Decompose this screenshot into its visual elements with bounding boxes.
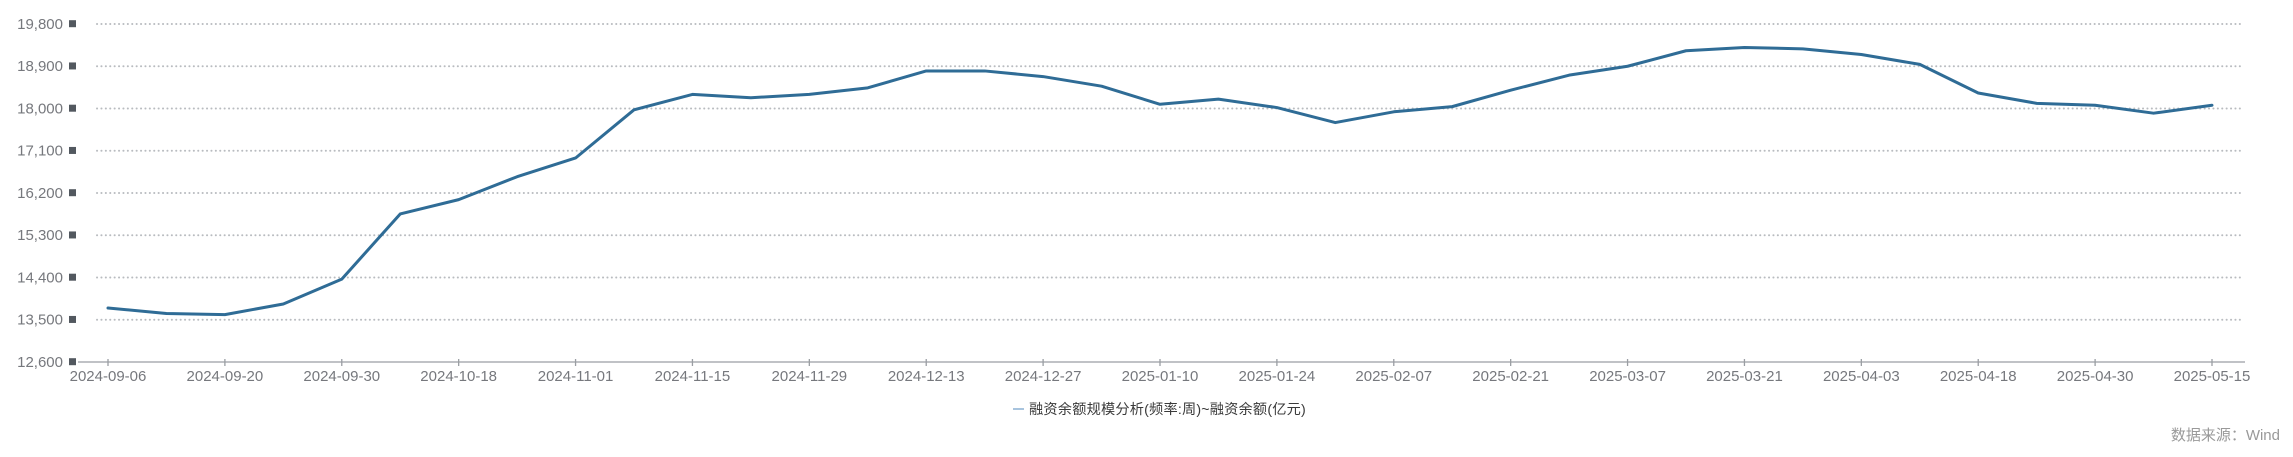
svg-text:2024-12-13: 2024-12-13 <box>888 368 965 385</box>
svg-text:19,800: 19,800 <box>17 16 63 33</box>
svg-text:2024-10-18: 2024-10-18 <box>420 368 497 385</box>
svg-text:2025-01-24: 2025-01-24 <box>1239 368 1316 385</box>
svg-text:18,900: 18,900 <box>17 58 63 75</box>
svg-text:12,600: 12,600 <box>17 354 63 371</box>
svg-text:2025-03-21: 2025-03-21 <box>1706 368 1783 385</box>
svg-text:2025-04-30: 2025-04-30 <box>2057 368 2134 385</box>
svg-text:2025-04-18: 2025-04-18 <box>1940 368 2017 385</box>
svg-text:2024-09-06: 2024-09-06 <box>70 368 147 385</box>
svg-text:2025-01-10: 2025-01-10 <box>1122 368 1199 385</box>
svg-text:18,000: 18,000 <box>17 100 63 117</box>
svg-text:2024-11-29: 2024-11-29 <box>772 368 848 385</box>
svg-text:2024-12-27: 2024-12-27 <box>1005 368 1082 385</box>
svg-text:2025-03-07: 2025-03-07 <box>1589 368 1666 385</box>
svg-text:2024-11-01: 2024-11-01 <box>538 368 614 385</box>
svg-text:2025-02-07: 2025-02-07 <box>1355 368 1432 385</box>
svg-text:2025-05-15: 2025-05-15 <box>2174 368 2251 385</box>
svg-text:2025-02-21: 2025-02-21 <box>1472 368 1549 385</box>
svg-text:2025-04-03: 2025-04-03 <box>1823 368 1900 385</box>
svg-text:2024-09-20: 2024-09-20 <box>187 368 264 385</box>
svg-text:2024-11-15: 2024-11-15 <box>655 368 731 385</box>
svg-text:13,500: 13,500 <box>17 312 63 329</box>
svg-text:16,200: 16,200 <box>17 185 63 202</box>
svg-text:2024-09-30: 2024-09-30 <box>303 368 380 385</box>
svg-text:17,100: 17,100 <box>17 143 63 160</box>
svg-text:15,300: 15,300 <box>17 227 63 244</box>
svg-text:14,400: 14,400 <box>17 269 63 286</box>
